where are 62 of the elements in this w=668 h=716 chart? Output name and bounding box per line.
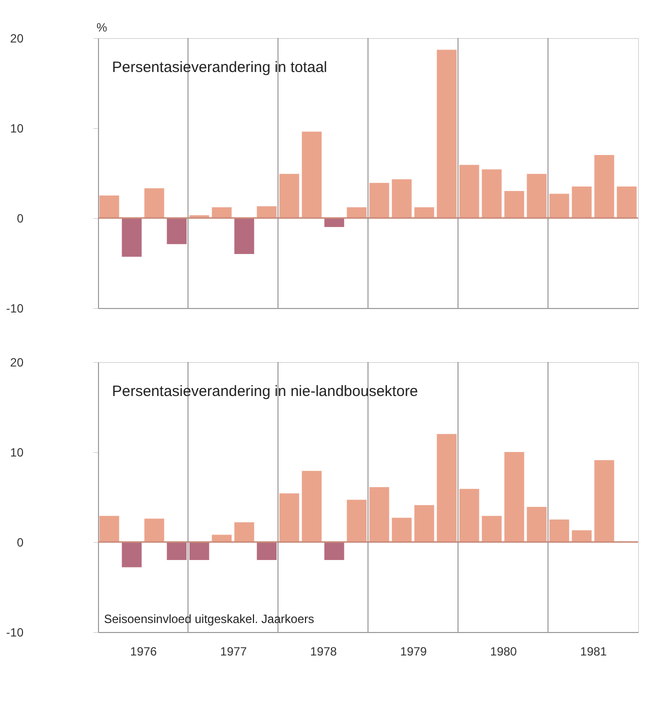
bar	[414, 207, 434, 218]
bar	[144, 518, 164, 542]
bar	[256, 206, 277, 218]
bar	[302, 470, 322, 542]
bar	[369, 487, 390, 542]
annotation: Seisoensinvloed uitgeskakel. Jaarkoers	[104, 612, 314, 626]
bar	[594, 155, 614, 218]
x-tick-label: 1976	[130, 644, 158, 658]
bar	[302, 132, 322, 218]
y-tick-label: -10	[6, 626, 24, 640]
bar	[392, 518, 412, 542]
bar	[166, 542, 187, 560]
y-tick-label: 0	[16, 212, 24, 226]
bar	[99, 196, 120, 218]
bar	[346, 207, 367, 218]
x-tick-label: 1980	[490, 644, 518, 658]
bar	[414, 505, 434, 542]
bar	[482, 169, 502, 218]
bar	[122, 542, 142, 568]
bar	[99, 516, 120, 542]
bar	[324, 542, 344, 560]
bar	[504, 191, 524, 218]
bar	[144, 188, 164, 218]
bar	[189, 542, 210, 560]
x-tick-label: 1977	[220, 644, 248, 658]
bar	[594, 460, 614, 542]
text: Persentasieverandering in nie-landbousektore	[112, 383, 418, 400]
bar	[346, 500, 367, 542]
bar	[166, 218, 187, 244]
bar	[459, 164, 480, 218]
y-tick-label: -10	[6, 302, 24, 316]
bar	[279, 174, 300, 218]
y-tick-label: 10	[10, 122, 24, 136]
bar	[256, 542, 277, 560]
bar	[369, 182, 390, 218]
bar	[234, 218, 254, 254]
bar	[436, 50, 457, 218]
bar	[234, 522, 254, 542]
bar	[572, 530, 592, 542]
y-tick-label: 20	[10, 356, 24, 370]
text: Persentasieverandering in totaal	[112, 59, 328, 76]
y-axis-title: %	[96, 20, 108, 34]
bar	[549, 520, 570, 542]
bar	[526, 174, 547, 218]
x-tick-label: 1978	[310, 644, 338, 658]
x-tick-label: 1981	[580, 644, 608, 658]
y-tick-label: 0	[16, 536, 24, 550]
bar	[279, 493, 300, 542]
bar	[122, 218, 142, 257]
bar	[482, 516, 502, 542]
y-tick-label: 20	[10, 32, 24, 46]
bar	[459, 488, 480, 542]
bar	[616, 186, 637, 218]
bar	[436, 434, 457, 542]
bar	[549, 194, 570, 218]
x-tick-label: 1979	[400, 644, 428, 658]
bar	[392, 179, 412, 218]
bar	[504, 452, 524, 542]
y-tick-label: 10	[10, 446, 24, 460]
bar	[572, 186, 592, 218]
bar	[212, 207, 232, 218]
bar	[526, 506, 547, 542]
